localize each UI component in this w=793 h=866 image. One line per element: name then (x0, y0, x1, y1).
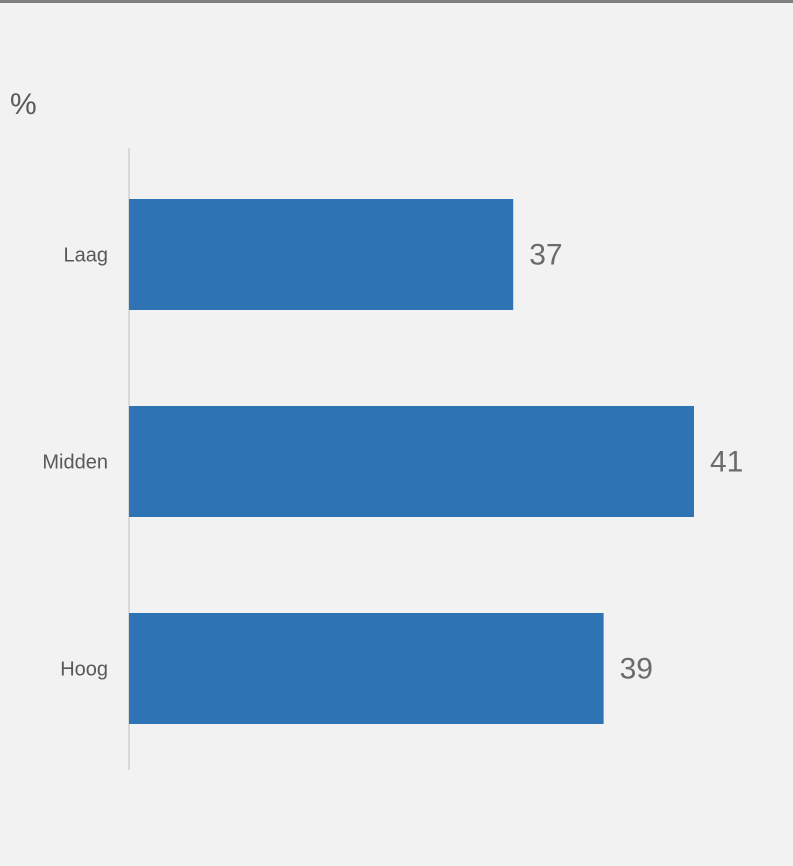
category-label-hoog: Hoog (60, 659, 108, 681)
top-rule (0, 0, 793, 3)
value-label-midden: 41 (710, 446, 743, 479)
value-label-hoog: 39 (620, 653, 653, 686)
value-label-laag: 37 (529, 239, 562, 272)
category-label-laag: Laag (64, 245, 109, 267)
category-label-midden: Midden (42, 452, 108, 474)
bar-hoog (129, 613, 604, 724)
unit-label: % (10, 88, 37, 121)
bar-laag (129, 199, 514, 310)
bar-midden (129, 406, 694, 517)
